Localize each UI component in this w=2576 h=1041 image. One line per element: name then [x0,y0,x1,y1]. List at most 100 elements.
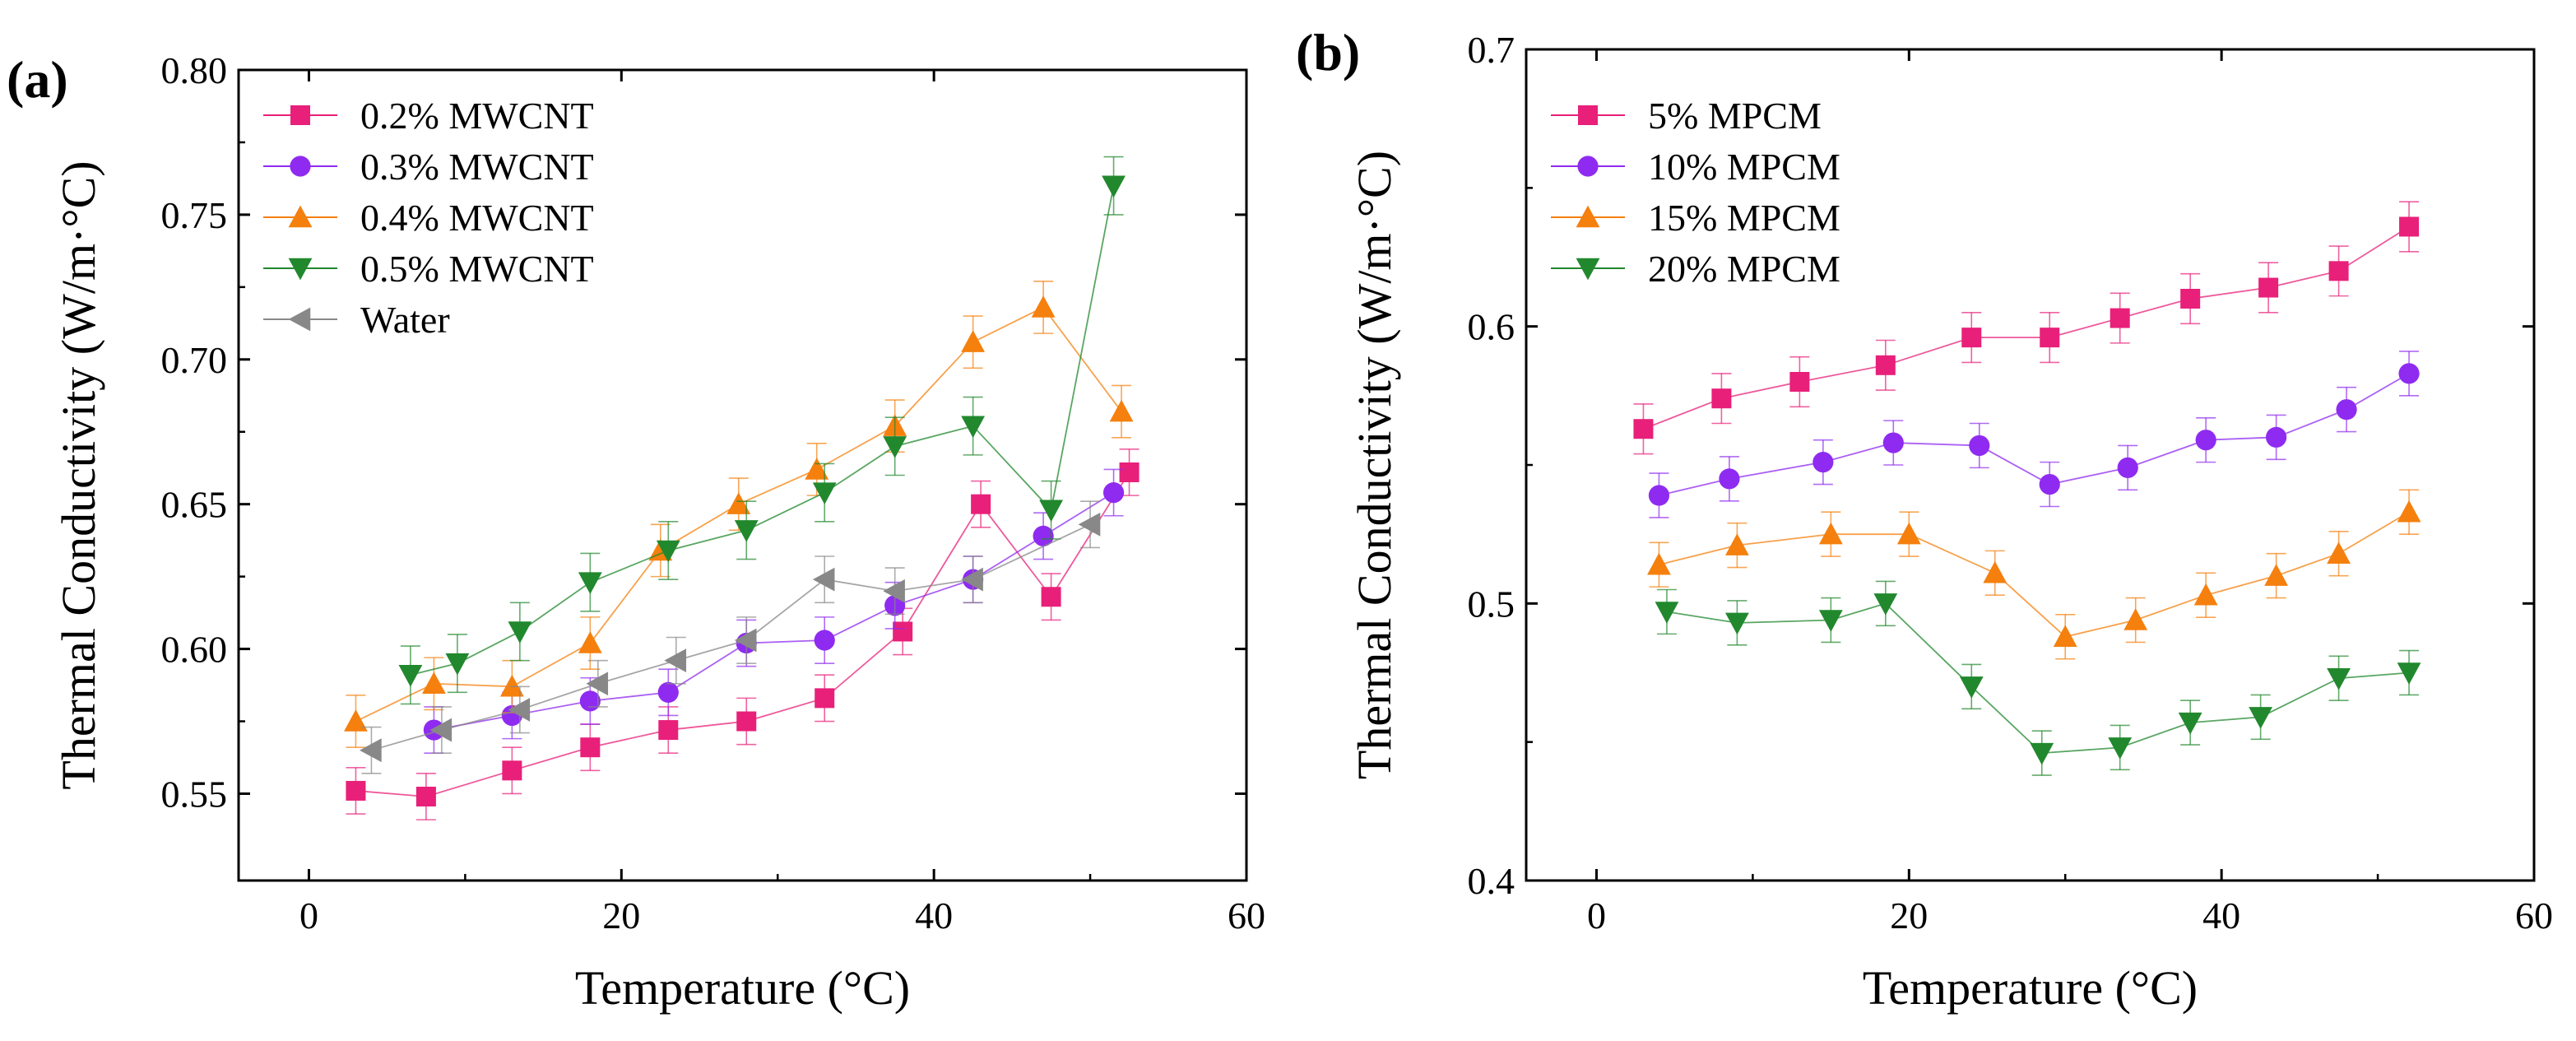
data-point [422,672,446,695]
series-5 [360,500,1101,774]
legend-label: 0.2% MWCNT [360,95,594,137]
legend-marker [288,307,311,332]
data-point [812,567,835,592]
data-point [961,416,986,439]
legend-label: 5% MPCM [1648,95,1822,137]
legend-marker [288,205,313,228]
data-point [2195,430,2216,451]
data-point [812,482,837,505]
data-point [2399,216,2420,237]
data-point [1724,612,1749,635]
data-point [2336,399,2357,421]
data-point [961,567,983,592]
panel-letter: (b) [1296,23,1360,81]
data-point [2397,662,2421,685]
legend-marker [1576,258,1600,281]
data-point [815,688,835,709]
x-tick-label: 20 [1890,895,1928,936]
y-tick-label: 0.60 [161,629,228,671]
data-point [429,718,453,742]
data-point [508,621,532,644]
data-point [664,648,687,673]
x-axis-title: Temperature (°C) [575,961,910,1015]
series-1 [1633,201,2420,455]
data-point [814,630,835,651]
y-tick-label: 0.80 [161,49,228,91]
legend-label: 0.4% MWCNT [360,197,594,239]
series-2 [1648,351,2420,518]
data-point [805,458,829,480]
data-point [2264,564,2289,586]
data-point [1789,372,1810,392]
y-tick-label: 0.75 [161,194,228,236]
data-point [508,698,531,722]
data-point [2180,289,2201,309]
data-point [2327,541,2351,564]
data-point [1102,482,1125,504]
legend-label: 20% MPCM [1648,248,1840,290]
legend-label: Water [360,299,450,341]
x-tick-label: 0 [299,895,318,936]
legend-label: 0.5% MWCNT [360,248,594,290]
data-point [2030,742,2054,765]
data-point [2117,457,2138,478]
series-line [1659,511,2410,638]
series-3 [1647,489,2421,660]
data-point [657,681,679,703]
y-tick-label: 0.65 [161,484,228,526]
data-point [1969,435,1990,457]
data-point [578,572,602,595]
series-line [1659,373,2410,496]
data-point [1818,610,1843,632]
data-point [499,674,524,697]
legend-marker [1577,156,1599,177]
legend-marker [288,258,313,281]
x-tick-label: 60 [2515,895,2553,936]
data-point [736,711,757,732]
data-point [2398,363,2420,384]
data-point [2258,277,2279,298]
data-point [734,520,759,542]
series-3 [344,281,1134,748]
legend-marker [1578,105,1598,125]
data-point [1078,512,1101,537]
data-point [1719,468,1740,490]
y-axis-title: Thermal Conductivity (W/m·°C) [1348,151,1401,779]
data-point [2193,583,2218,606]
y-tick-label: 0.7 [1468,29,1515,71]
panel-b-chart: 0 20 40 60 0.4 0.5 0.6 0.7 Temperature (°C) Therm… [1296,23,2553,1015]
data-point [726,492,751,514]
x-tick-label: 20 [602,895,640,936]
plot-frame [237,68,1248,882]
x-tick-label: 40 [915,895,953,936]
data-point [658,720,679,741]
legend-label: 10% MPCM [1648,146,1840,188]
data-point [1039,500,1063,523]
data-point [893,621,913,642]
series-line [434,491,1115,731]
panel-letter: (a) [7,50,68,109]
legend-label: 15% MPCM [1648,197,1840,239]
data-point [2053,625,2077,647]
data-point [2040,328,2060,348]
data-point [1724,533,1749,555]
data-point [1959,676,1984,699]
x-tick-label: 60 [1228,895,1265,936]
data-point [1033,525,1054,546]
data-point [586,672,609,696]
data-point [398,664,423,687]
data-point [1655,602,1679,624]
series-line [371,523,1091,751]
y-axis-title: Thermal Conductivity (W/m·°C) [52,160,105,789]
data-point [2178,712,2202,735]
y-tick-label: 0.55 [161,773,228,815]
legend-marker [290,156,311,177]
data-point [2110,308,2130,328]
y-tick-label: 0.6 [1468,306,1515,348]
data-point [1983,560,2007,583]
data-point [1102,175,1126,198]
data-point [346,780,366,801]
legend-marker [290,105,310,125]
data-point [1648,485,1670,506]
